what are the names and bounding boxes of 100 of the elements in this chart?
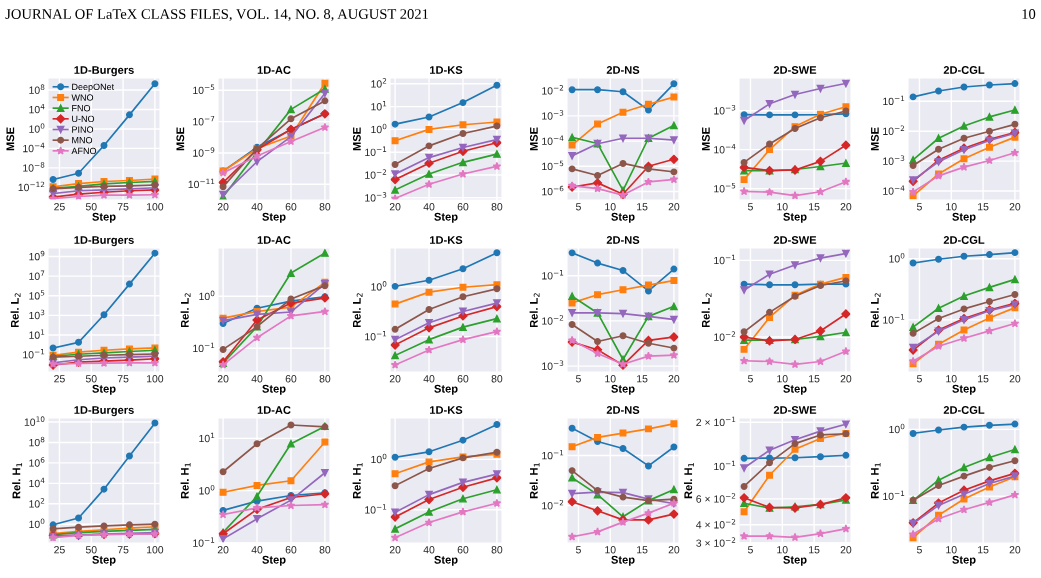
y-axis-title: MSE [701, 127, 710, 151]
x-axis-title: Step [783, 384, 807, 395]
y-tick-label: 10$^{1}$ [199, 432, 215, 443]
x-axis-title: Step [434, 212, 458, 223]
y-tick-label: 10$^{−8}$ [23, 162, 45, 172]
chart-title: 2D-NS [606, 406, 640, 414]
y-tick-label: 10$^{1}$ [371, 101, 387, 111]
x-axis-title: Step [611, 384, 635, 395]
y-tick-label: 10$^{−7}$ [193, 115, 215, 126]
x-axis-title: Step [92, 384, 116, 395]
y-tick-label: 10$^{6}$ [29, 457, 45, 467]
y-axis-title: Rel. H$_{1}$ [870, 463, 881, 499]
x-tick-label: 15 [637, 546, 648, 554]
y-tick-label: 10$^{−3}$ [714, 104, 736, 115]
text: 10 [1022, 9, 1036, 19]
x-tick-label: 80 [319, 375, 331, 383]
x-tick-label: 20 [840, 203, 852, 211]
y-tick-label: 10$^{8}$ [29, 436, 45, 447]
legend-label: DeepONet [72, 83, 115, 92]
y-tick-label: 10$^{−1}$ [714, 460, 736, 471]
y-axis-title: Rel. H$_{1}$ [352, 463, 363, 499]
x-tick-label: 10 [946, 375, 957, 383]
x-axis-title: Step [262, 555, 286, 566]
y-tick-label: 4 × 10$^{−2}$ [696, 518, 736, 529]
chart-title: 1D-Burgers [74, 236, 134, 247]
chart-title: 1D-AC [257, 66, 291, 74]
y-tick-label: 10$^{−1}$ [23, 349, 45, 359]
chart-title: 2D-NS [606, 236, 640, 244]
x-tick-label: 25 [54, 375, 65, 383]
y-tick-label: 10$^{−1}$ [883, 95, 905, 106]
y-tick-label: 10$^{−4}$ [883, 185, 905, 195]
y-axis-title: MSE [870, 127, 879, 151]
x-tick-label: 20 [217, 375, 229, 383]
chart-title: 1D-AC [257, 236, 291, 244]
y-tick-label: 10$^{−2}$ [542, 499, 564, 510]
x-tick-label: 10 [605, 375, 616, 383]
x-tick-label: 20 [389, 375, 401, 383]
x-tick-label: 40 [251, 203, 263, 211]
y-tick-label: 10$^{3}$ [29, 309, 45, 320]
y-tick-label: 10$^{−5}$ [193, 84, 215, 95]
x-tick-label: 10 [605, 546, 616, 554]
x-tick-label: 15 [809, 203, 820, 211]
x-tick-label: 15 [809, 375, 820, 383]
chart-title: 1D-Burgers [74, 66, 134, 77]
y-tick-label: 10$^{0}$ [29, 123, 45, 133]
chart-title: 1D-AC [257, 406, 291, 414]
chart-title: 2D-SWE [773, 236, 817, 244]
x-tick-label: 60 [457, 203, 469, 211]
y-tick-label: 10$^{−2}$ [542, 85, 564, 95]
x-tick-label: 15 [637, 375, 648, 383]
y-tick-label: 10$^{−3}$ [883, 155, 905, 165]
y-axis-title: Rel. H$_{1}$ [529, 463, 540, 499]
y-tick-label: 3 × 10$^{−2}$ [696, 537, 736, 547]
chart-title: 2D-SWE [773, 66, 817, 74]
y-tick-label: 10$^{−1}$ [542, 449, 564, 460]
x-tick-label: 75 [117, 375, 129, 383]
y-axis-title: MSE [6, 127, 15, 151]
x-tick-label: 10 [777, 546, 788, 554]
chart-title: 2D-NS [606, 66, 640, 74]
x-tick-label: 5 [747, 203, 753, 211]
y-axis-title: Rel. L$_{2}$ [701, 293, 712, 328]
y-tick-label: 10$^{−2}$ [542, 315, 564, 325]
y-tick-label: 2 × 10$^{−1}$ [696, 416, 736, 427]
y-tick-label: 10$^{9}$ [29, 250, 45, 261]
x-tick-label: 75 [117, 203, 129, 211]
x-tick-label: 10 [777, 375, 788, 383]
x-tick-label: 60 [285, 203, 297, 211]
x-tick-label: 15 [978, 546, 989, 554]
x-tick-label: 10 [946, 546, 957, 554]
y-tick-label: 10$^{−3}$ [365, 192, 387, 202]
y-tick-label: 10$^{0}$ [371, 453, 387, 464]
x-tick-label: 60 [285, 375, 297, 383]
x-tick-label: 5 [916, 375, 922, 383]
x-tick-label: 40 [423, 546, 435, 554]
x-tick-label: 60 [285, 546, 297, 554]
x-tick-label: 5 [575, 203, 581, 211]
y-tick-label: 10$^{0}$ [889, 423, 905, 434]
y-tick-label: 10$^{−4}$ [714, 144, 736, 154]
x-axis-title: Step [434, 384, 458, 395]
y-axis-title: MSE [352, 127, 361, 151]
x-tick-label: 75 [117, 546, 129, 554]
x-axis-title: Step [952, 384, 976, 395]
x-tick-label: 20 [389, 203, 401, 211]
x-tick-label: 20 [840, 375, 852, 383]
x-tick-label: 80 [491, 546, 503, 554]
y-axis-title: Rel. L$_{2}$ [870, 293, 881, 328]
y-tick-label: 10$^{−4}$ [542, 135, 564, 145]
x-tick-label: 5 [575, 375, 581, 383]
y-axis-title: MSE [176, 127, 185, 151]
legend-label: PINO [72, 126, 94, 133]
y-axis-title: Rel. H$_{1}$ [180, 463, 191, 499]
y-axis-title: Rel. L$_{2}$ [529, 293, 540, 328]
x-tick-label: 20 [668, 375, 680, 383]
x-axis-title: Step [262, 212, 286, 223]
x-axis-title: Step [783, 212, 807, 223]
x-tick-label: 20 [668, 546, 680, 554]
x-tick-label: 80 [491, 375, 503, 383]
x-tick-label: 20 [217, 203, 229, 211]
y-tick-label: 10$^{−2}$ [714, 331, 736, 341]
x-tick-label: 15 [978, 203, 989, 211]
